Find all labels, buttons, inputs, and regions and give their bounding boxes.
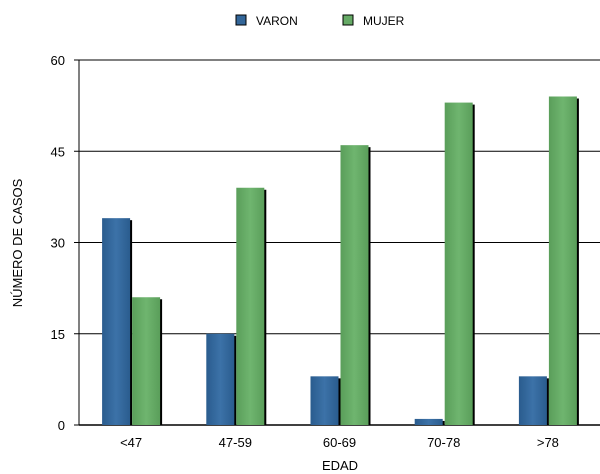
x-tick-label: 47-59 [219, 435, 252, 450]
bar-mujer [236, 187, 265, 425]
x-tick-label: 70-78 [427, 435, 460, 450]
bar-mujer [340, 145, 369, 425]
bar-mujer [444, 102, 473, 425]
y-tick-label: 60 [51, 53, 65, 68]
legend-swatch-mujer [342, 14, 354, 26]
y-axis-title: NÚMERO DE CASOS [10, 178, 25, 307]
x-tick-label: 60-69 [323, 435, 356, 450]
legend-label-varon: VARON [256, 14, 298, 28]
y-tick-label: 30 [51, 236, 65, 251]
bar-varon [102, 218, 131, 425]
x-axis-title: EDAD [322, 458, 358, 473]
gridlines [74, 59, 600, 426]
y-tick-label: 0 [58, 418, 65, 433]
legend-swatch-varon [235, 14, 247, 26]
x-tick-label: >78 [537, 435, 559, 450]
bar-varon [518, 376, 547, 425]
legend-label-mujer: MUJER [363, 14, 405, 28]
bar-varon [414, 418, 443, 425]
y-tick-label: 45 [51, 144, 65, 159]
x-axis-ticks: <47 47-59 60-69 70-78 >78 [120, 435, 559, 450]
bar-mujer [548, 96, 577, 425]
bar-varon [310, 376, 339, 425]
bar-varon [206, 333, 235, 425]
y-axis-ticks: 0 15 30 45 60 [51, 53, 65, 433]
x-tick-label: <47 [120, 435, 142, 450]
legend: VARON MUJER [235, 14, 405, 28]
y-tick-label: 15 [51, 327, 65, 342]
bar-mujer [132, 297, 161, 425]
bars [102, 96, 579, 425]
